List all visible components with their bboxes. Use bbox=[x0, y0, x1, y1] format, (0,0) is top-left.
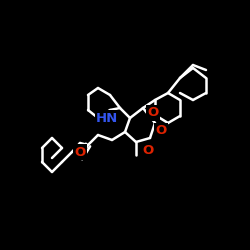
Text: O: O bbox=[156, 124, 166, 138]
Text: O: O bbox=[148, 106, 159, 120]
Text: O: O bbox=[142, 144, 154, 156]
Text: HN: HN bbox=[96, 112, 118, 124]
Text: O: O bbox=[74, 146, 86, 158]
